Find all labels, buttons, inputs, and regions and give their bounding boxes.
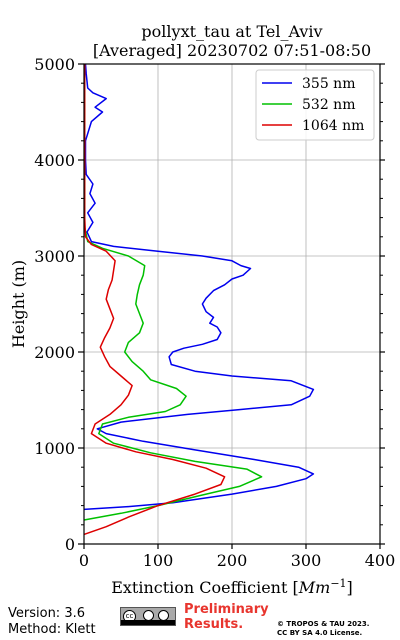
x-axis-label: Extinction Coefficient [Mm−1]	[111, 577, 353, 597]
copyright-notice: © TROPOS & TAU 2023. CC BY SA 4.0 Licens…	[277, 620, 369, 638]
axis-ticks	[78, 63, 385, 549]
legend-label: 355 nm	[302, 76, 355, 92]
x-tick-label: 0	[79, 551, 89, 570]
cc-icon: cc	[123, 610, 136, 623]
series-line-1064-nm	[83, 64, 226, 536]
legend-label: 1064 nm	[302, 118, 364, 134]
preliminary-line1: Preliminary	[184, 602, 269, 617]
legend-label: 532 nm	[302, 97, 355, 113]
x-axis-unit-exponent: −1	[330, 577, 346, 590]
y-tick-label: 5000	[34, 55, 75, 74]
x-tick-label: 100	[143, 551, 174, 570]
chart-title-line1: pollyxt_tau at Tel_Aviv	[141, 22, 323, 41]
chart-title-line2: [Averaged] 20230702 07:51-08:50	[92, 41, 372, 60]
x-tick-label: 400	[365, 551, 396, 570]
cc-license-badge: cc	[120, 607, 176, 626]
y-tick-label: 1000	[34, 439, 75, 458]
method-label: Method: Klett	[8, 622, 96, 637]
version-label: Version: 3.6	[8, 606, 85, 621]
legend: 355 nm 532 nm 1064 nm	[255, 69, 375, 141]
x-axis-unit: Mm	[298, 578, 331, 597]
y-tick-label: 2000	[34, 343, 75, 362]
y-tick-label: 3000	[34, 247, 75, 266]
y-axis-label: Height (m)	[9, 260, 28, 348]
x-tick-label: 300	[291, 551, 322, 570]
copyright-line2: CC BY SA 4.0 License.	[277, 629, 363, 637]
series-lines	[83, 63, 315, 536]
license-strip	[121, 620, 175, 625]
y-tick-label: 0	[65, 535, 75, 554]
series-line-532-nm	[83, 64, 263, 521]
copyright-line1: © TROPOS & TAU 2023.	[277, 620, 370, 628]
y-tick-label: 4000	[34, 151, 75, 170]
preliminary-results-label: Preliminary Results.	[184, 602, 269, 632]
preliminary-line2: Results.	[184, 617, 244, 632]
x-tick-label: 200	[217, 551, 248, 570]
series-line-355-nm	[83, 63, 315, 511]
legend-box	[255, 69, 375, 141]
x-axis-label-text: Extinction Coefficient	[111, 578, 292, 597]
